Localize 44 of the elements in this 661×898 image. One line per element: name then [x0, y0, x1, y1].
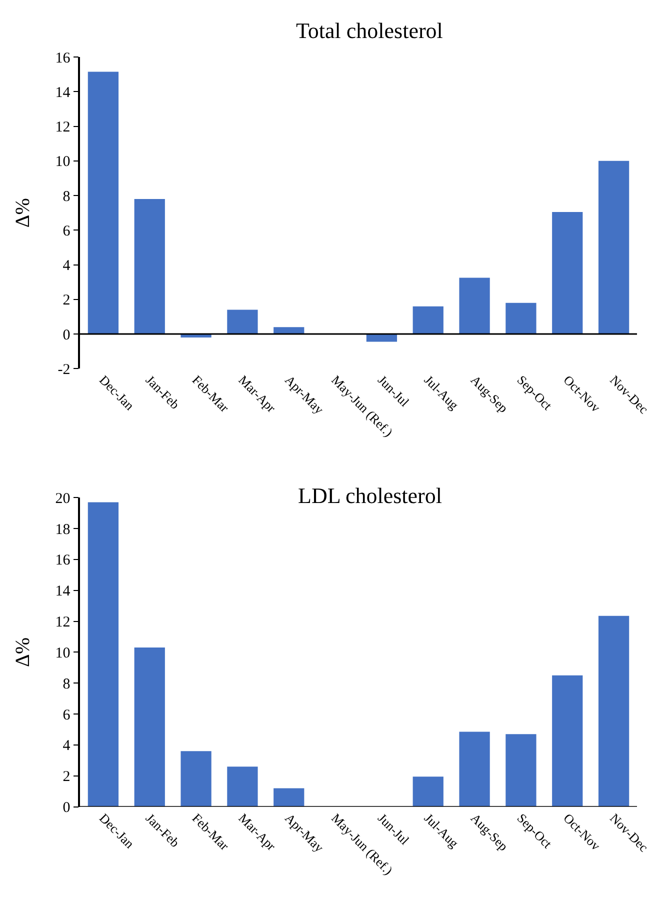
y-tick-label: 14 — [55, 584, 71, 600]
y-axis-title: Δ% — [12, 198, 34, 228]
bar — [134, 199, 165, 334]
y-tick-label: -2 — [58, 362, 70, 378]
bar — [506, 302, 536, 334]
bar — [459, 278, 490, 334]
y-tick-label: 14 — [55, 84, 71, 101]
y-tick-label: 16 — [55, 50, 71, 66]
y-tick-label: 0 — [62, 800, 70, 816]
y-tick-label: 10 — [55, 154, 70, 170]
bar — [412, 306, 444, 334]
bar — [180, 751, 212, 807]
y-tick-label: 4 — [62, 738, 71, 754]
y-tick-label: 10 — [55, 645, 70, 662]
chart-title: LDL cholesterol — [298, 483, 442, 508]
y-tick-label: 6 — [62, 707, 71, 724]
bar — [598, 160, 630, 334]
bar — [552, 212, 583, 334]
y-tick-label: 8 — [62, 676, 70, 692]
bar — [134, 648, 165, 807]
bar — [459, 732, 490, 807]
bar — [274, 327, 304, 334]
bar — [552, 675, 583, 807]
bar — [412, 776, 444, 807]
y-tick-label: 16 — [55, 552, 71, 569]
chart-title: Total cholesterol — [296, 18, 443, 43]
bar — [506, 734, 536, 807]
y-tick-label: 18 — [55, 522, 70, 538]
y-tick-label: 8 — [62, 188, 70, 205]
y-tick-label: 2 — [62, 769, 70, 786]
bar — [88, 502, 119, 807]
y-axis-title: Δ% — [12, 637, 34, 667]
y-tick-label: 0 — [62, 327, 70, 344]
y-tick-label: 4 — [62, 258, 71, 274]
y-tick-label: 6 — [62, 223, 71, 240]
y-tick-label: 20 — [55, 490, 70, 507]
bar — [88, 72, 119, 334]
y-tick-label: 12 — [55, 120, 70, 136]
bar — [227, 766, 258, 807]
y-tick-label: 12 — [55, 614, 70, 631]
bar — [227, 310, 258, 334]
y-tick-label: 2 — [62, 292, 70, 309]
bar — [274, 788, 304, 807]
bar — [598, 616, 630, 807]
